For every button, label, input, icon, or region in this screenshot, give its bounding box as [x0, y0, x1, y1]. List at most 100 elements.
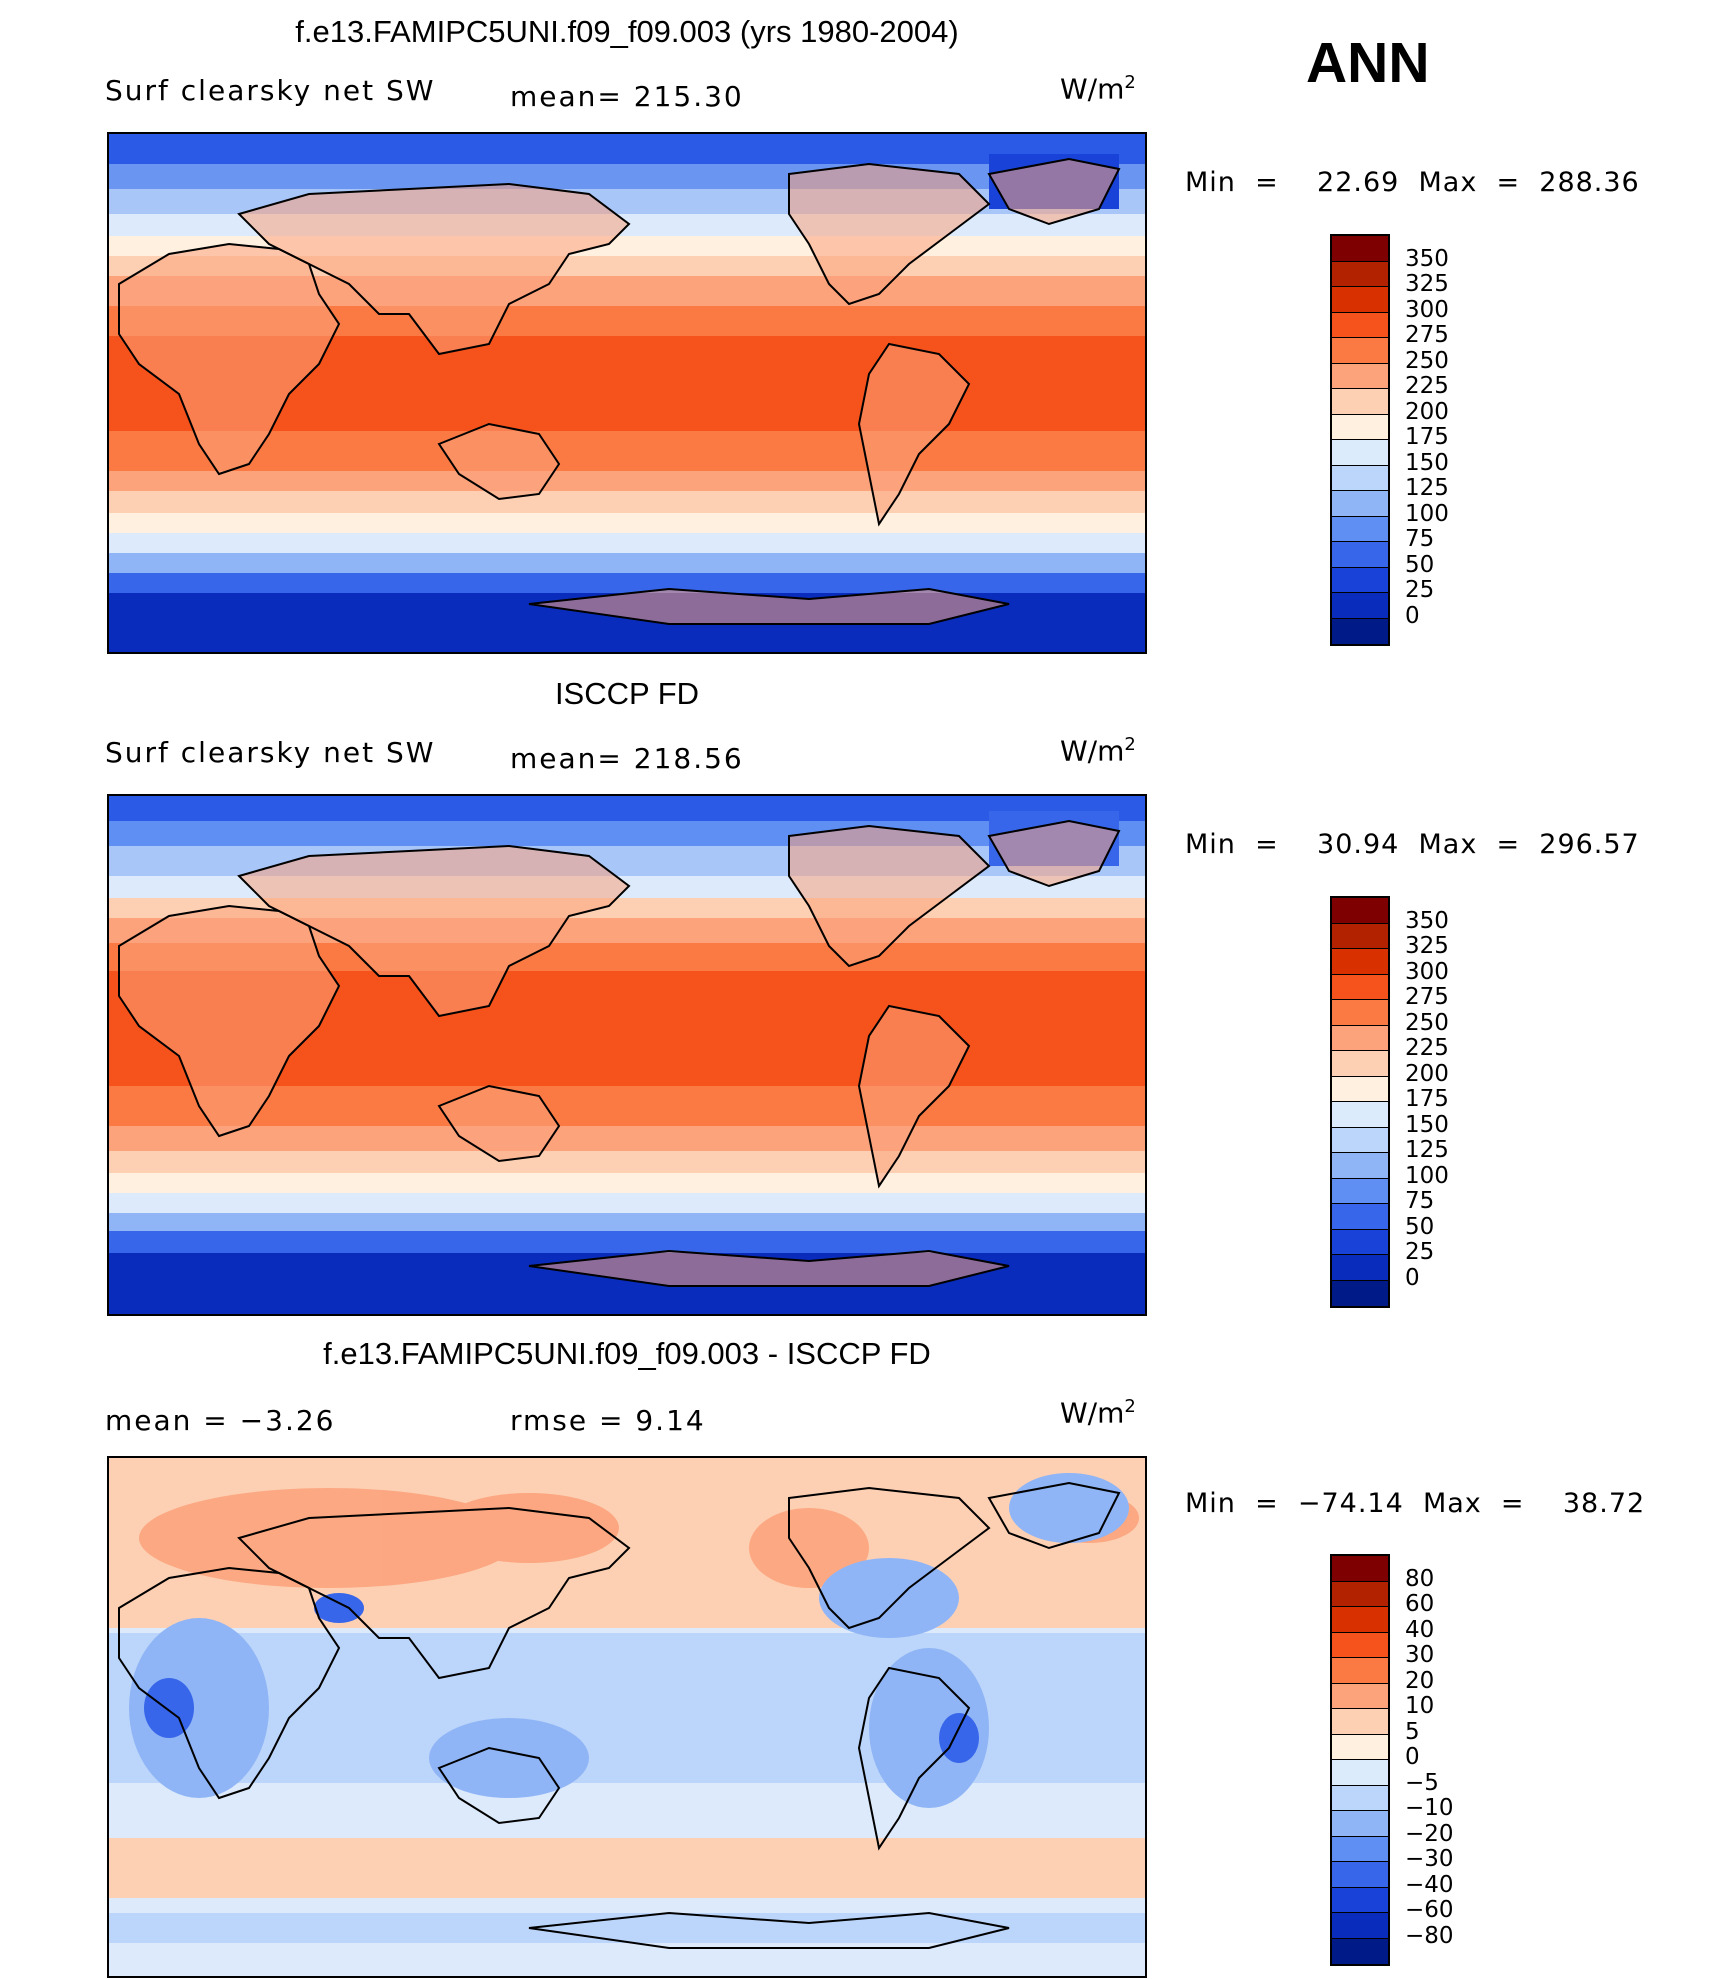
panel-2-colorbar-tick: 225 [1405, 1035, 1449, 1061]
panel-2-colorbar-swatch [1332, 1025, 1388, 1051]
season-label: ANN [1306, 31, 1430, 95]
panel-3-colorbar-tick: −80 [1405, 1922, 1454, 1949]
panel-2-colorbar-tick: 50 [1405, 1213, 1435, 1240]
panel-1-colorbar-tick: 100 [1405, 500, 1449, 527]
panel-2-colorbar-swatch [1332, 923, 1388, 949]
panel-2-colorbar-tick: 275 [1405, 984, 1449, 1010]
panel-2-colorbar-tick: 150 [1405, 1111, 1449, 1138]
panel-3-colorbar-tick: −30 [1405, 1846, 1454, 1872]
panel-3-colorbar-swatch [1332, 1581, 1388, 1607]
panel-2-colorbar-swatch [1332, 1178, 1388, 1204]
panel-1-colorbar-tick: 275 [1405, 322, 1449, 348]
panel-1-colorbar-swatch [1332, 618, 1388, 644]
panel-3-colorbar-swatch [1332, 1607, 1388, 1633]
panel-2-colorbar-swatch [1332, 1051, 1388, 1077]
panel-3-colorbar-swatch [1332, 1785, 1388, 1811]
panel-3-colorbar-swatch [1332, 1658, 1388, 1684]
panel-2-colorbar-tick: 325 [1405, 933, 1449, 959]
panel-2-mean-label: mean= 218.56 [510, 742, 744, 775]
panel-2-colorbar-swatch [1332, 949, 1388, 975]
panel-1-colorbar-swatch [1332, 414, 1388, 440]
panel-3-units: W/m2 [1060, 1396, 1136, 1430]
panel-2-units: W/m2 [1060, 734, 1136, 768]
panel-3-rmse-label: rmse = 9.14 [510, 1404, 706, 1437]
panel-2-colorbar-swatch [1332, 898, 1388, 924]
panel-3-colorbar-tick: −40 [1405, 1871, 1454, 1898]
panel-1-variable-label: Surf clearsky net SW [105, 74, 436, 107]
panel-1-colorbar-tick: 200 [1405, 398, 1449, 425]
panel-1-colorbar-tick: 225 [1405, 373, 1449, 399]
panel-1-colorbar-tick: 175 [1405, 424, 1449, 450]
panel-1-colorbar-tick: 350 [1405, 245, 1449, 272]
panel-2-colorbar-tick: 0 [1405, 1264, 1420, 1291]
panel-3-colorbar-tick: 20 [1405, 1667, 1435, 1694]
panel-1-title: f.e13.FAMIPC5UNI.f09_f09.003 (yrs 1980-2… [295, 14, 959, 49]
panel-3-colorbar-tick: −20 [1405, 1820, 1454, 1847]
panel-3-colorbar-swatch [1332, 1862, 1388, 1888]
panel-2-map [107, 794, 1147, 1316]
panel-2-colorbar-swatch [1332, 1229, 1388, 1255]
panel-2-colorbar-swatch [1332, 1076, 1388, 1102]
panel-3-colorbar-swatch [1332, 1913, 1388, 1939]
panel-2-colorbar-tick: 175 [1405, 1086, 1449, 1112]
panel-1-colorbar-swatch [1332, 236, 1388, 262]
panel-3-colorbar-swatch [1332, 1760, 1388, 1786]
panel-3-colorbar-tick: −5 [1405, 1769, 1439, 1796]
panel-3-colorbar [1330, 1554, 1390, 1966]
panel-1-colorbar-swatch [1332, 312, 1388, 338]
panel-2-colorbar-swatch [1332, 1204, 1388, 1230]
panel-2-map-svg [109, 796, 1145, 1314]
panel-1-colorbar-tick: 25 [1405, 577, 1435, 603]
panel-1-colorbar-swatch [1332, 491, 1388, 517]
panel-1-colorbar-tick: 75 [1405, 526, 1435, 552]
panel-2-colorbar-tick: 125 [1405, 1137, 1449, 1163]
panel-3-colorbar-tick: 10 [1405, 1693, 1435, 1719]
panel-3-colorbar-swatch [1332, 1887, 1388, 1913]
panel-1-colorbar-swatch [1332, 542, 1388, 568]
panel-1-colorbar-swatch [1332, 516, 1388, 542]
panel-1-colorbar-swatch [1332, 465, 1388, 491]
panel-2-colorbar-tick: 200 [1405, 1060, 1449, 1087]
panel-3-colorbar-tick: −10 [1405, 1795, 1454, 1821]
panel-3-colorbar-swatch [1332, 1709, 1388, 1735]
panel-2-colorbar-tick: 25 [1405, 1239, 1435, 1265]
panel-1-min-max: Min = 22.69 Max = 288.36 [1185, 167, 1640, 198]
panel-1-colorbar-tick: 250 [1405, 347, 1449, 374]
panel-1-colorbar-tick: 300 [1405, 296, 1449, 323]
panel-1-mean-label: mean= 215.30 [510, 80, 744, 113]
panel-1-colorbar-swatch [1332, 363, 1388, 389]
panel-2-colorbar-swatch [1332, 1102, 1388, 1128]
panel-3-colorbar-tick: 0 [1405, 1744, 1420, 1770]
panel-3-colorbar-tick: 40 [1405, 1616, 1435, 1643]
panel-2-colorbar-tick: 350 [1405, 907, 1449, 934]
panel-1-colorbar-tick: 0 [1405, 602, 1420, 629]
panel-1-colorbar-swatch [1332, 567, 1388, 593]
panel-3-min-max: Min = −74.14 Max = 38.72 [1185, 1488, 1646, 1519]
panel-3-colorbar-swatch [1332, 1811, 1388, 1837]
panel-1-colorbar-tick: 325 [1405, 271, 1449, 297]
panel-1-map [107, 132, 1147, 654]
panel-3-colorbar-swatch [1332, 1683, 1388, 1709]
panel-1-colorbar [1330, 234, 1390, 646]
panel-1-colorbar-swatch [1332, 440, 1388, 466]
panel-2-colorbar-swatch [1332, 1255, 1388, 1281]
panel-1-units: W/m2 [1060, 72, 1136, 106]
panel-2-colorbar-swatch [1332, 974, 1388, 1000]
panel-1-colorbar-swatch [1332, 389, 1388, 415]
panel-3-map [107, 1456, 1147, 1978]
panel-2-colorbar-tick: 100 [1405, 1162, 1449, 1189]
panel-3-colorbar-swatch [1332, 1938, 1388, 1964]
panel-2-colorbar-swatch [1332, 1280, 1388, 1306]
panel-1-colorbar-swatch [1332, 338, 1388, 364]
panel-3-map-svg [109, 1458, 1145, 1976]
panel-3-colorbar-swatch [1332, 1836, 1388, 1862]
panel-3-colorbar-tick: −60 [1405, 1897, 1454, 1923]
panel-1-colorbar-swatch [1332, 261, 1388, 287]
panel-2-colorbar-swatch [1332, 1127, 1388, 1153]
panel-1-colorbar-tick: 50 [1405, 551, 1435, 578]
panel-3-colorbar-tick: 5 [1405, 1718, 1420, 1745]
panel-3-colorbar-swatch [1332, 1632, 1388, 1658]
panel-1-colorbar-swatch [1332, 287, 1388, 313]
panel-2-min-max: Min = 30.94 Max = 296.57 [1185, 829, 1640, 860]
panel-2-colorbar-swatch [1332, 1000, 1388, 1026]
